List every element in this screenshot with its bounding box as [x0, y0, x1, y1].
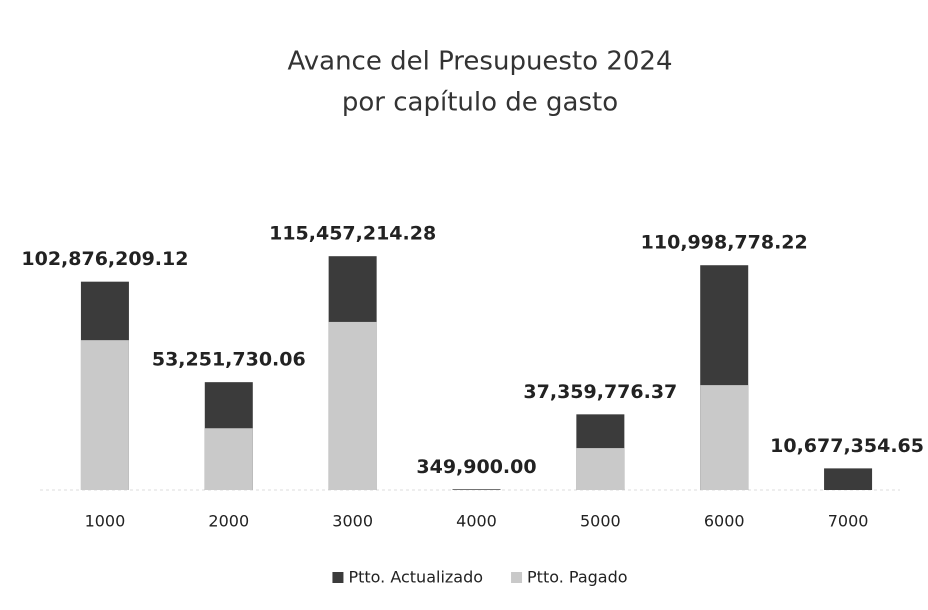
chart-subtitle: por capítulo de gasto — [342, 88, 618, 118]
x-tick-label: 4000 — [456, 512, 497, 531]
bar — [576, 448, 625, 490]
data-label: 10,677,354.65 — [770, 435, 924, 457]
x-tick-label: 6000 — [704, 512, 745, 531]
data-label: 102,876,209.12 — [21, 248, 188, 270]
x-tick-label: 2000 — [208, 512, 249, 531]
x-tick-label: 1000 — [85, 512, 126, 531]
bar — [700, 385, 749, 490]
x-tick-label: 7000 — [828, 512, 869, 531]
legend-swatch — [511, 572, 523, 583]
x-tick-label: 3000 — [332, 512, 373, 531]
data-label: 53,251,730.06 — [152, 349, 306, 371]
legend-swatch — [332, 572, 344, 583]
x-tick-label: 5000 — [580, 512, 621, 531]
bar — [824, 468, 873, 490]
bar — [328, 321, 377, 490]
bar — [204, 428, 253, 490]
legend-label: Ptto. Pagado — [527, 568, 628, 587]
data-label: 115,457,214.28 — [269, 223, 436, 245]
bar — [80, 340, 129, 490]
chart-title: Avance del Presupuesto 2024 — [287, 47, 672, 77]
legend-label: Ptto. Actualizado — [348, 568, 483, 587]
data-label: 37,359,776.37 — [523, 381, 677, 403]
bar — [452, 489, 501, 490]
data-label: 349,900.00 — [416, 456, 536, 478]
data-label: 110,998,778.22 — [641, 232, 808, 254]
